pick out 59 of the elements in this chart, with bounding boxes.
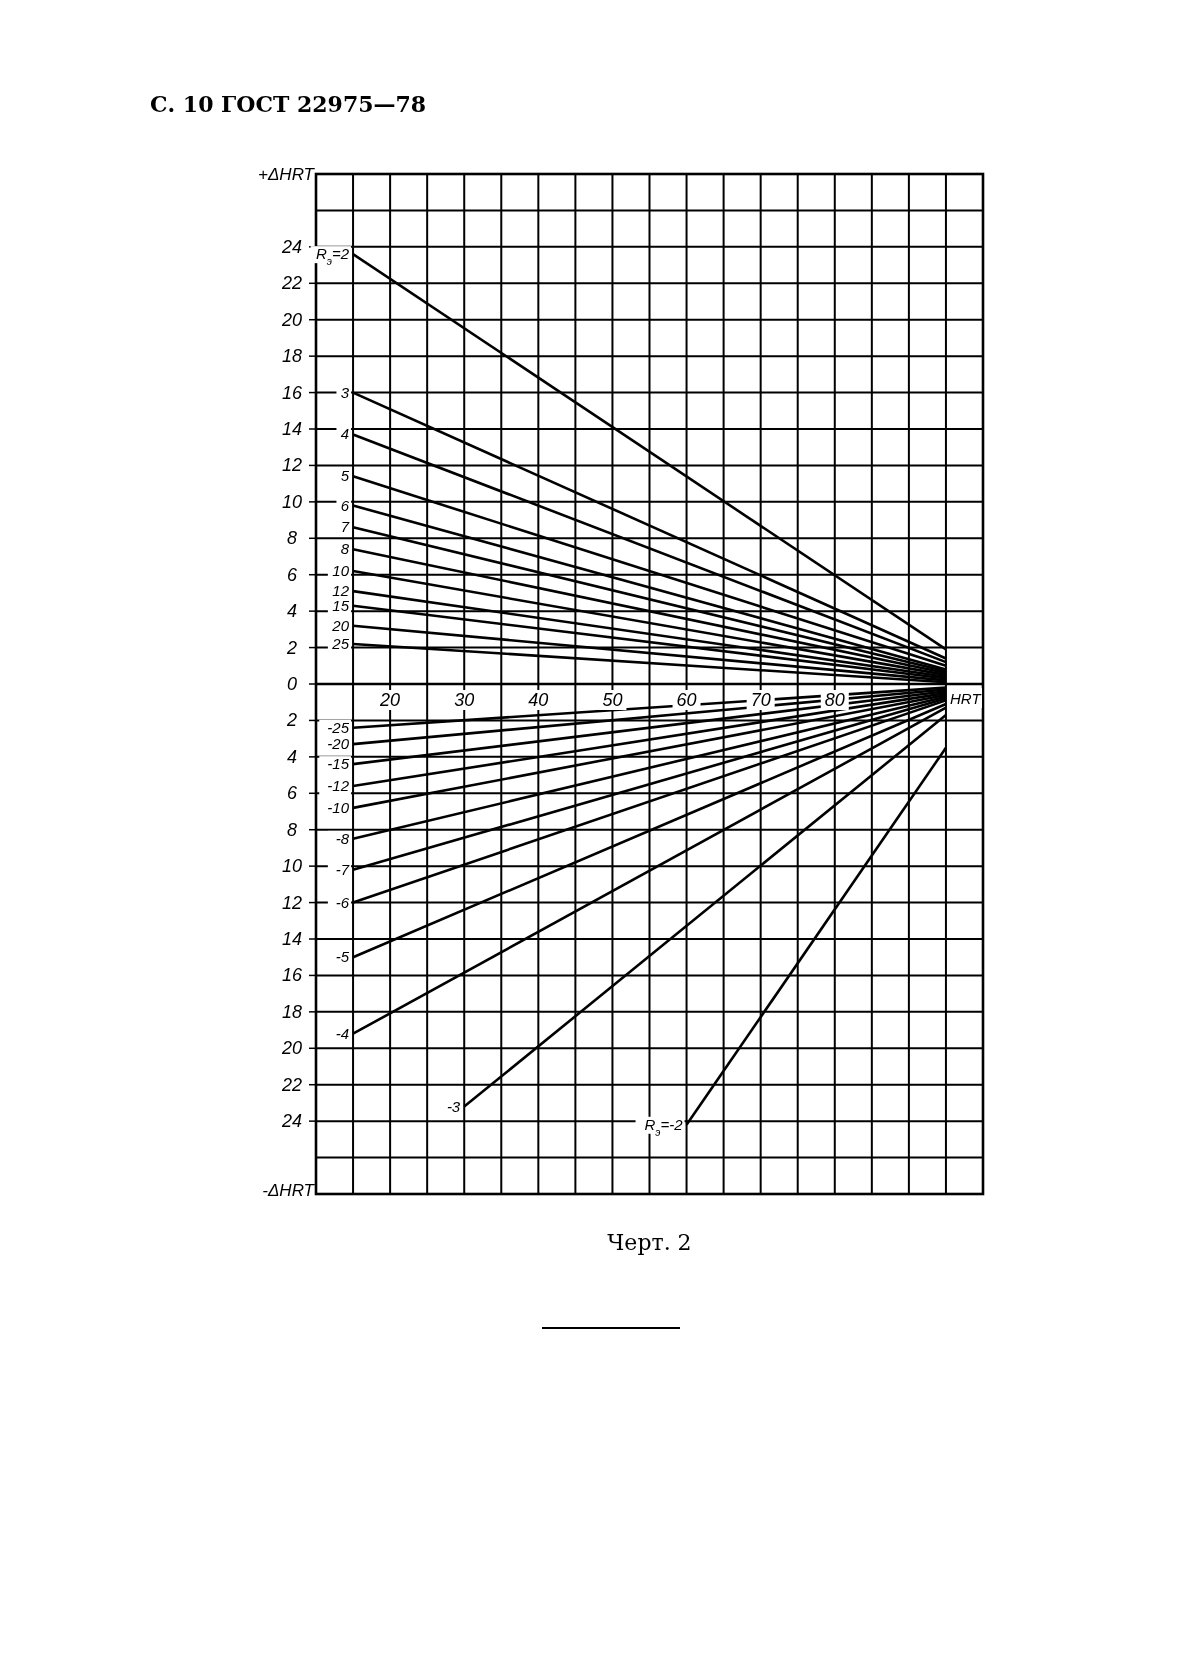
y-tick-label: 24 [280, 1111, 303, 1132]
y-tick-label: 6 [286, 783, 298, 804]
y-tick-label: 14 [281, 929, 303, 949]
series-label: 7 [340, 518, 350, 536]
series-label: -4 [335, 1024, 350, 1042]
series-label: 10 [332, 562, 350, 580]
y-tick-label: 8 [286, 819, 298, 840]
series-label: 6 [340, 496, 350, 514]
y-tick-label: 22 [280, 273, 303, 294]
y-tick-label: 6 [286, 564, 298, 585]
series-label: -8 [335, 829, 350, 847]
text: Черт. 2 [607, 1230, 692, 1255]
y-tick-label: 12 [281, 455, 303, 476]
y-tick-label: 18 [281, 346, 303, 367]
y-tick-label: 16 [281, 382, 303, 403]
y-tick-label: 10 [281, 856, 303, 877]
y-tick-label: 8 [286, 528, 298, 549]
y-tick-label: 16 [281, 965, 303, 986]
series-label: -6 [335, 893, 350, 911]
series-label: -7 [335, 860, 350, 878]
series-label: -12 [327, 777, 350, 794]
y-tick-label: 20 [280, 1038, 303, 1059]
y-tick-label: 4 [286, 746, 298, 767]
y-tick-label: 14 [281, 419, 303, 439]
x-tick-label: 50 [602, 690, 623, 710]
x-tick-label: 80 [824, 690, 845, 710]
series-label: 20 [331, 616, 350, 634]
y-tick-label: 20 [280, 309, 303, 330]
series-label: R$_{э}$=2 [315, 245, 350, 268]
y-tick-label: 0 [286, 674, 298, 694]
y-tick-label: 24 [280, 236, 303, 257]
x-tick-label: 70 [750, 690, 771, 710]
y-tick-label: 22 [280, 1074, 303, 1095]
y-tick-label: 2 [285, 637, 298, 658]
x-axis-title: HRT [950, 690, 983, 707]
x-tick-label: 30 [454, 690, 475, 710]
series-label: 3 [340, 383, 350, 401]
series-label: -10 [327, 798, 350, 816]
y-tick-label: 10 [281, 491, 303, 512]
series-label: -3 [446, 1097, 461, 1115]
series-label: -15 [327, 755, 350, 773]
series-label: 4 [340, 425, 350, 443]
y-tick-label: 12 [281, 892, 303, 913]
series-label: R$_{э}$=-2 [644, 1115, 684, 1138]
series-label: -5 [335, 948, 350, 966]
chart-title: С. 10 ГОСТ 22975—78 [150, 91, 427, 117]
y-tick-label: 18 [281, 1001, 303, 1022]
series-label: 5 [340, 467, 350, 485]
series-label: 25 [331, 634, 350, 652]
y-axis-title: +ΔHRT [258, 165, 316, 184]
series-label: -25 [327, 718, 350, 736]
series-label: -20 [327, 735, 350, 753]
x-tick-label: 20 [379, 690, 401, 710]
x-tick-label: 40 [528, 690, 549, 710]
y-tick-label: 4 [286, 601, 298, 622]
text: -ΔHRT [262, 1181, 316, 1200]
series-label: 8 [340, 540, 350, 558]
y-tick-label: 2 [285, 710, 298, 731]
x-tick-label: 60 [676, 690, 697, 710]
